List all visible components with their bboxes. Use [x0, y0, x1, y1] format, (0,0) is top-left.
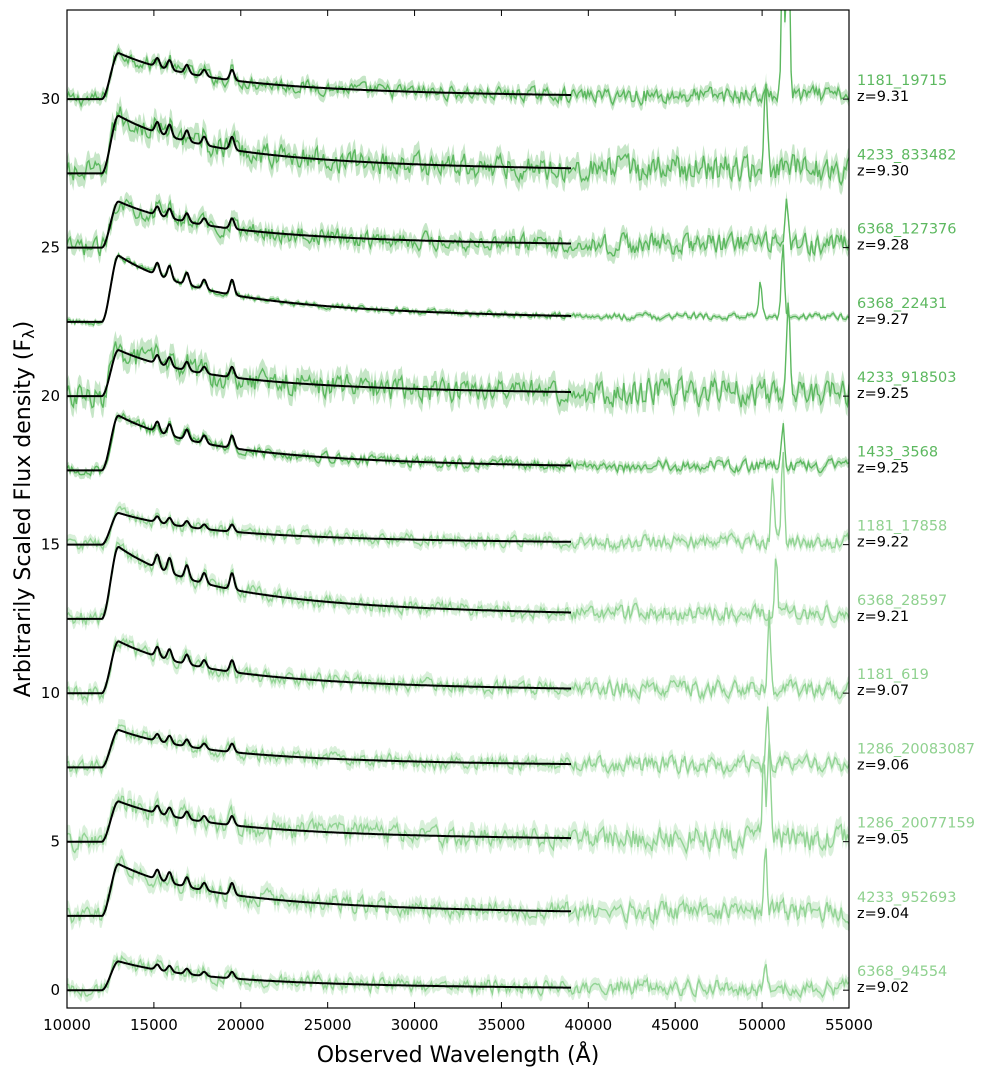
y-tick-label: 25: [41, 239, 60, 257]
spectrum-error-band: [67, 73, 849, 196]
spectrum-data-line: [67, 706, 849, 776]
spectrum-redshift-label: z=9.05: [857, 832, 909, 848]
spectrum-4233_833482: [67, 73, 849, 196]
x-axis-title: Observed Wavelength (Å): [317, 1041, 600, 1068]
y-tick-label: 20: [41, 387, 60, 405]
y-axis: 0 5 10 15 20 25 30: [41, 90, 849, 999]
spectrum-name-label: 1286_20083087: [857, 741, 975, 757]
spectra-layer: [67, 10, 849, 1004]
spectrum-name-label: 6368_22431: [857, 296, 947, 312]
spectrum-model-line: [67, 254, 571, 323]
spectrum-name-label: 1181_19715: [857, 73, 947, 89]
x-tick-label: 45000: [651, 1016, 699, 1034]
spectrum-1433_3568: [67, 409, 849, 480]
spectrum-6368_127376: [67, 190, 849, 264]
spectrum-data-line: [67, 541, 849, 626]
x-tick-label: 30000: [391, 1016, 439, 1034]
x-axis: 10000 15000 20000 25000 30000 35000 40000 45000…: [43, 10, 873, 1034]
spectrum-1181_17858: [67, 446, 849, 555]
spectrum-name-label: 1433_3568: [857, 444, 938, 460]
spectrum-error-band: [67, 603, 849, 707]
x-tick-label: 15000: [130, 1016, 178, 1034]
spectrum-redshift-label: z=9.06: [857, 757, 909, 773]
spectrum-model-line: [67, 200, 571, 249]
y-tick-label: 10: [41, 684, 60, 702]
spectrum-name-label: 4233_833482: [857, 147, 957, 163]
spectrum-data-line: [67, 848, 849, 926]
spectrum-redshift-label: z=9.30: [857, 163, 909, 179]
y-axis-title: Arbitrarily Scaled Flux density (Fλ): [11, 321, 38, 697]
spectrum-model-line: [67, 728, 571, 769]
spectrum-4233_952693: [67, 840, 849, 932]
spectrum-redshift-label: z=9.22: [857, 535, 909, 551]
spectrum-6368_28597: [67, 536, 849, 631]
x-tick-label: 20000: [217, 1016, 265, 1034]
spectrum-4233_918503: [67, 291, 849, 419]
spectrum-data-line: [67, 83, 849, 187]
spectrum-model-line: [67, 349, 571, 398]
spectrum-error-band: [67, 190, 849, 264]
y-tick-label: 15: [41, 536, 60, 554]
spectrum-1181_619: [67, 603, 849, 707]
spectrum-name-label: 1181_17858: [857, 519, 947, 535]
spectrum-6368_94554: [67, 950, 849, 1004]
spectrum-model-line: [67, 800, 571, 843]
spectrum-model-line: [67, 52, 571, 101]
spectrum-data-line: [67, 412, 849, 477]
spectrum-error-band: [67, 409, 849, 480]
spectrum-name-label: 1181_619: [857, 667, 929, 683]
spectrum-redshift-label: z=9.31: [857, 89, 909, 105]
spectrum-error-band: [67, 291, 849, 419]
y-tick-label: 0: [50, 981, 60, 999]
spectrum-name-label: 1286_20077159: [857, 816, 975, 832]
y-tick-label: 30: [41, 90, 60, 108]
x-tick-label: 10000: [43, 1016, 91, 1034]
spectrum-error-band: [67, 446, 849, 555]
spectrum-name-label: 4233_952693: [857, 890, 957, 906]
spectrum-name-label: 6368_94554: [857, 964, 947, 980]
spectrum-name-label: 6368_28597: [857, 593, 947, 609]
spectrum-model-line: [67, 114, 571, 175]
spectrum-error-band: [67, 700, 849, 780]
spectrum-1286_20083087: [67, 700, 849, 780]
spectrum-data-line: [67, 198, 849, 257]
y-tick-label: 5: [50, 833, 60, 851]
spectrum-model-line: [67, 511, 571, 546]
spectrum-1181_19715: [67, 10, 849, 112]
spectrum-data-line: [67, 609, 849, 703]
spectrum-data-line: [67, 740, 849, 855]
spectrum-redshift-label: z=9.02: [857, 980, 909, 996]
spectrum-data-line: [67, 451, 849, 552]
plot-frame: [66, 9, 850, 1009]
spectrum-redshift-label: z=9.21: [857, 609, 909, 625]
spectrum-redshift-label: z=9.28: [857, 238, 909, 254]
x-tick-label: 35000: [478, 1016, 526, 1034]
spectrum-error-band: [67, 950, 849, 1004]
spectrum-model-line: [67, 545, 571, 620]
x-tick-label: 40000: [564, 1016, 612, 1034]
x-tick-label: 25000: [304, 1016, 352, 1034]
spectrum-6368_22431: [67, 241, 849, 328]
spectrum-name-label: 4233_918503: [857, 370, 957, 386]
spectrum-redshift-label: z=9.25: [857, 386, 909, 402]
spectrum-model-line: [67, 640, 571, 695]
spectrum-redshift-label: z=9.27: [857, 312, 909, 328]
spectrum-1286_20077159: [67, 731, 849, 862]
spectrum-error-band: [67, 241, 849, 328]
spectrum-model-line: [67, 414, 571, 472]
x-tick-label: 55000: [825, 1016, 873, 1034]
x-tick-label: 50000: [738, 1016, 786, 1034]
spectrum-model-line: [67, 960, 571, 992]
spectrum-name-label: 6368_127376: [857, 222, 957, 238]
spectrum-redshift-label: z=9.04: [857, 906, 909, 922]
spectrum-redshift-label: z=9.25: [857, 460, 909, 476]
spectrum-data-line: [67, 954, 849, 999]
spectrum-model-line: [67, 863, 571, 917]
spectrum-error-band: [67, 536, 849, 631]
spectrum-redshift-label: z=9.07: [857, 683, 909, 699]
